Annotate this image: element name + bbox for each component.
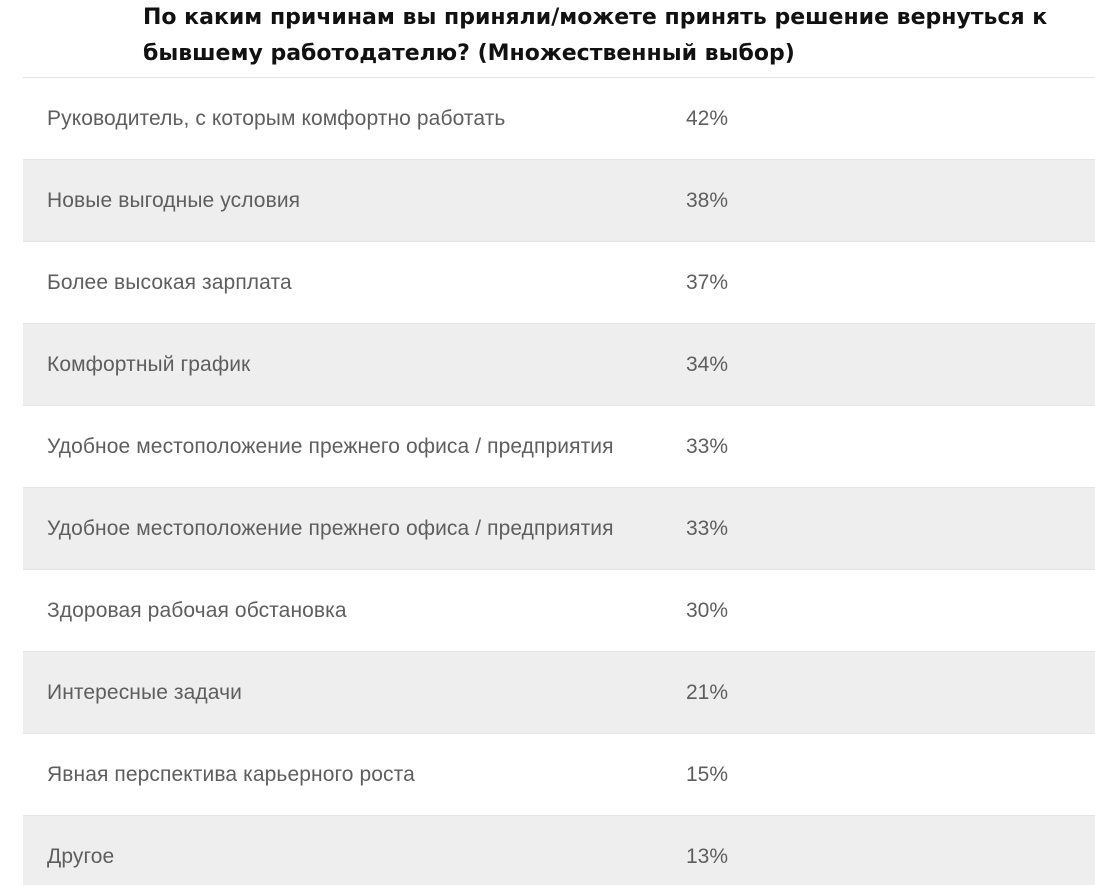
row-value: 33% — [686, 516, 729, 540]
table-row: Удобное местоположение прежнего офиса / … — [23, 406, 1095, 488]
table-row: Явная перспектива карьерного роста 15% — [23, 734, 1095, 816]
row-label: Более высокая зарплата — [47, 270, 292, 294]
table-row: Руководитель, с которым комфортно работа… — [23, 78, 1095, 160]
table-title: По каким причинам вы приняли/можете прин… — [143, 5, 1048, 66]
results-table: Руководитель, с которым комфортно работа… — [23, 77, 1095, 885]
row-label: Комфортный график — [47, 352, 251, 376]
table-row: Интересные задачи 21% — [23, 652, 1095, 734]
row-value: 38% — [686, 188, 729, 212]
table-row: Удобное местоположение прежнего офиса / … — [23, 488, 1095, 570]
table-row: Другое 13% — [23, 816, 1095, 885]
row-value: 15% — [686, 762, 729, 786]
table-row: Новые выгодные условия 38% — [23, 160, 1095, 242]
row-label: Руководитель, с которым комфортно работа… — [47, 106, 506, 130]
table-row: Комфортный график 34% — [23, 324, 1095, 406]
row-value: 21% — [686, 680, 729, 704]
row-value: 33% — [686, 434, 729, 458]
row-value: 42% — [686, 106, 729, 130]
row-value: 30% — [686, 598, 729, 622]
row-value: 34% — [686, 352, 729, 376]
table-row: Более высокая зарплата 37% — [23, 242, 1095, 324]
row-label: Интересные задачи — [47, 680, 242, 704]
row-label: Удобное местоположение прежнего офиса / … — [47, 434, 614, 458]
row-label: Другое — [47, 844, 115, 868]
row-value: 37% — [686, 270, 729, 294]
row-label: Явная перспектива карьерного роста — [47, 762, 415, 786]
row-label: Удобное местоположение прежнего офиса / … — [47, 516, 614, 540]
table-row: Здоровая рабочая обстановка 30% — [23, 570, 1095, 652]
row-value: 13% — [686, 844, 729, 868]
row-label: Здоровая рабочая обстановка — [47, 598, 347, 622]
row-label: Новые выгодные условия — [47, 188, 301, 212]
